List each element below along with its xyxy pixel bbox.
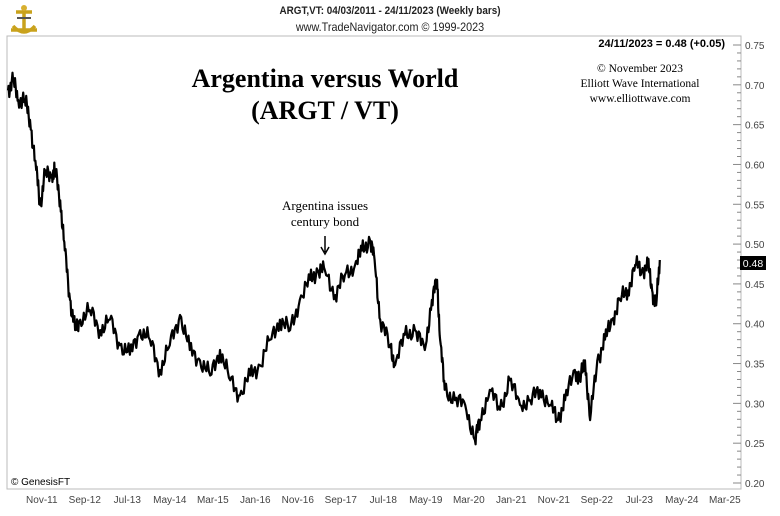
y-tick-label: 0.20 <box>745 479 765 490</box>
annotation-arrow-icon <box>320 236 330 256</box>
chart-header-symbol: ARGT,VT: 04/03/2011 - 24/11/2023 (Weekly… <box>279 5 501 17</box>
x-tick-label: May-24 <box>665 495 699 506</box>
x-tick-label: Mar-20 <box>453 495 485 506</box>
credit-date: © November 2023 <box>596 63 684 75</box>
x-tick-label: Jul-13 <box>114 495 142 506</box>
x-tick-label: Jul-18 <box>370 495 398 506</box>
y-tick-label: 0.25 <box>745 439 765 450</box>
annotation-line-2: century bond <box>290 214 360 229</box>
x-tick-label: Mar-25 <box>709 495 741 506</box>
credit-url: www.elliottwave.com <box>589 93 691 105</box>
y-axis: 0.20 0.25 0.30 0.35 0.40 0.45 0.50 0.55 0.60 0.65… <box>733 41 765 490</box>
y-tick-label: 0.30 <box>745 399 765 410</box>
y-tick-label: 0.65 <box>745 121 765 132</box>
annotation-century-bond: Argentina issues century bond <box>240 198 410 230</box>
last-value-label: 24/11/2023 = 0.48 (+0.05) <box>598 38 725 50</box>
y-tick-label: 0.55 <box>745 200 765 211</box>
chart-subtitle: (ARGT / VT) <box>251 96 399 125</box>
y-tick-label: 0.50 <box>745 240 765 251</box>
x-tick-label: Sep-22 <box>581 495 614 506</box>
x-tick-label: Jul-23 <box>626 495 654 506</box>
x-tick-label: May-19 <box>409 495 443 506</box>
x-tick-label: Sep-17 <box>325 495 358 506</box>
y-tick-label: 0.40 <box>745 320 765 331</box>
chart-header-source: www.TradeNavigator.com © 1999-2023 <box>295 20 485 34</box>
credit-company: Elliott Wave International <box>580 78 700 90</box>
chart-title: Argentina versus World <box>191 64 459 93</box>
x-tick-label: Sep-12 <box>69 495 102 506</box>
y-tick-label: 0.75 <box>745 41 765 52</box>
y-tick-label: 0.60 <box>745 160 765 171</box>
x-tick-label: Jan-21 <box>496 495 527 506</box>
y-tick-label: 0.45 <box>745 280 765 291</box>
x-tick-label: Nov-11 <box>26 495 58 506</box>
x-tick-label: May-14 <box>153 495 187 506</box>
current-value-badge-bg <box>740 256 766 270</box>
series-line-argt-vt <box>6 71 661 446</box>
y-tick-label: 0.35 <box>745 360 765 371</box>
x-tick-label: Mar-15 <box>197 495 229 506</box>
genesis-watermark: © GenesisFT <box>11 477 71 488</box>
x-axis: Nov-11 Sep-12 Jul-13 May-14 Mar-15 Jan-16 Nov-… <box>26 495 741 506</box>
x-tick-label: Nov-16 <box>282 495 315 506</box>
annotation-line-1: Argentina issues <box>281 198 369 213</box>
trade-navigator-logo-icon <box>11 5 37 34</box>
x-tick-label: Nov-21 <box>538 495 571 506</box>
current-value-badge: 0.48 <box>743 258 764 270</box>
y-tick-label: 0.70 <box>745 81 765 92</box>
x-tick-label: Jan-16 <box>240 495 271 506</box>
